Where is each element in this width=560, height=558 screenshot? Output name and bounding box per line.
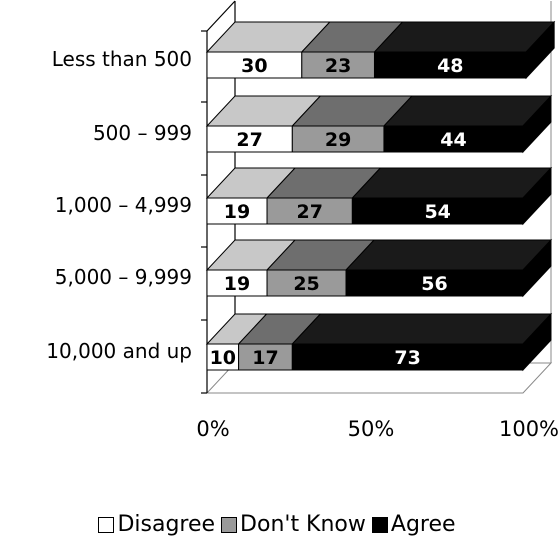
bar-side-face [525, 20, 555, 80]
bar-side-face [522, 166, 552, 226]
legend-label: Disagree [117, 512, 216, 537]
category-label: 1,000 – 4,999 [55, 193, 192, 217]
legend-item: Don't Know [221, 512, 366, 537]
bar-segment [291, 125, 385, 153]
bar-value-label: 73 [394, 347, 420, 369]
bar-value-label: 25 [293, 273, 319, 295]
bar-segment [238, 343, 293, 371]
x-tick-label: 50% [348, 417, 395, 441]
category-label: 5,000 – 9,999 [55, 265, 192, 289]
bar-top-face [373, 21, 556, 53]
legend-swatch [98, 516, 115, 533]
bar-segment [206, 51, 303, 79]
bar-top-face [291, 313, 553, 345]
bar-top-face [344, 239, 553, 271]
bar-segment [206, 125, 293, 153]
bar-value-label: 27 [236, 129, 262, 151]
bar-value-label: 30 [241, 55, 267, 77]
bar-value-label: 10 [210, 347, 236, 369]
bar-value-label: 44 [440, 129, 466, 151]
category-label: 500 – 999 [93, 121, 192, 145]
x-tick-label: 100% [499, 417, 559, 441]
bar-value-label: 29 [325, 129, 351, 151]
chart-legend: Disagree Don't Know Agree [0, 512, 560, 539]
bar-segment [373, 51, 527, 79]
bar-side-face [522, 238, 552, 298]
bar-side-face [522, 94, 552, 154]
category-label: Less than 500 [52, 47, 192, 71]
bar-value-label: 56 [421, 273, 447, 295]
category-label: 10,000 and up [46, 339, 192, 363]
bar-value-label: 54 [424, 201, 450, 223]
bar-value-label: 27 [296, 201, 322, 223]
bar-value-label: 17 [252, 347, 278, 369]
legend-swatch [371, 516, 388, 533]
bar-segment [383, 125, 524, 153]
bar-segment [345, 269, 524, 297]
bar-side-face [522, 312, 552, 372]
bar-value-label: 19 [224, 273, 250, 295]
bar-segment [351, 197, 524, 225]
legend-item: Disagree [98, 512, 215, 537]
bar-segment [266, 269, 347, 297]
bar-value-label: 19 [224, 201, 250, 223]
x-tick-label: 0% [196, 417, 229, 441]
legend-item: Agree [371, 512, 456, 537]
bar-segment [206, 197, 268, 225]
bar-value-label: 48 [437, 55, 463, 77]
bar-top-face [382, 95, 553, 127]
bar-segment [301, 51, 375, 79]
bar-segment [206, 343, 240, 371]
bar-segment [206, 269, 268, 297]
category-axis-top-edge [206, 0, 236, 32]
bar-value-label: 23 [325, 55, 351, 77]
plot-floor [205, 362, 553, 394]
legend-label: Agree [390, 512, 456, 537]
legend-swatch [221, 516, 238, 533]
stacked-bar-chart: 30 23 48 Less than 500 27 29 44 500 – 999 19 27 54… [46, 0, 559, 441]
legend-label: Don't Know [240, 512, 366, 537]
bar-top-face [351, 167, 553, 199]
